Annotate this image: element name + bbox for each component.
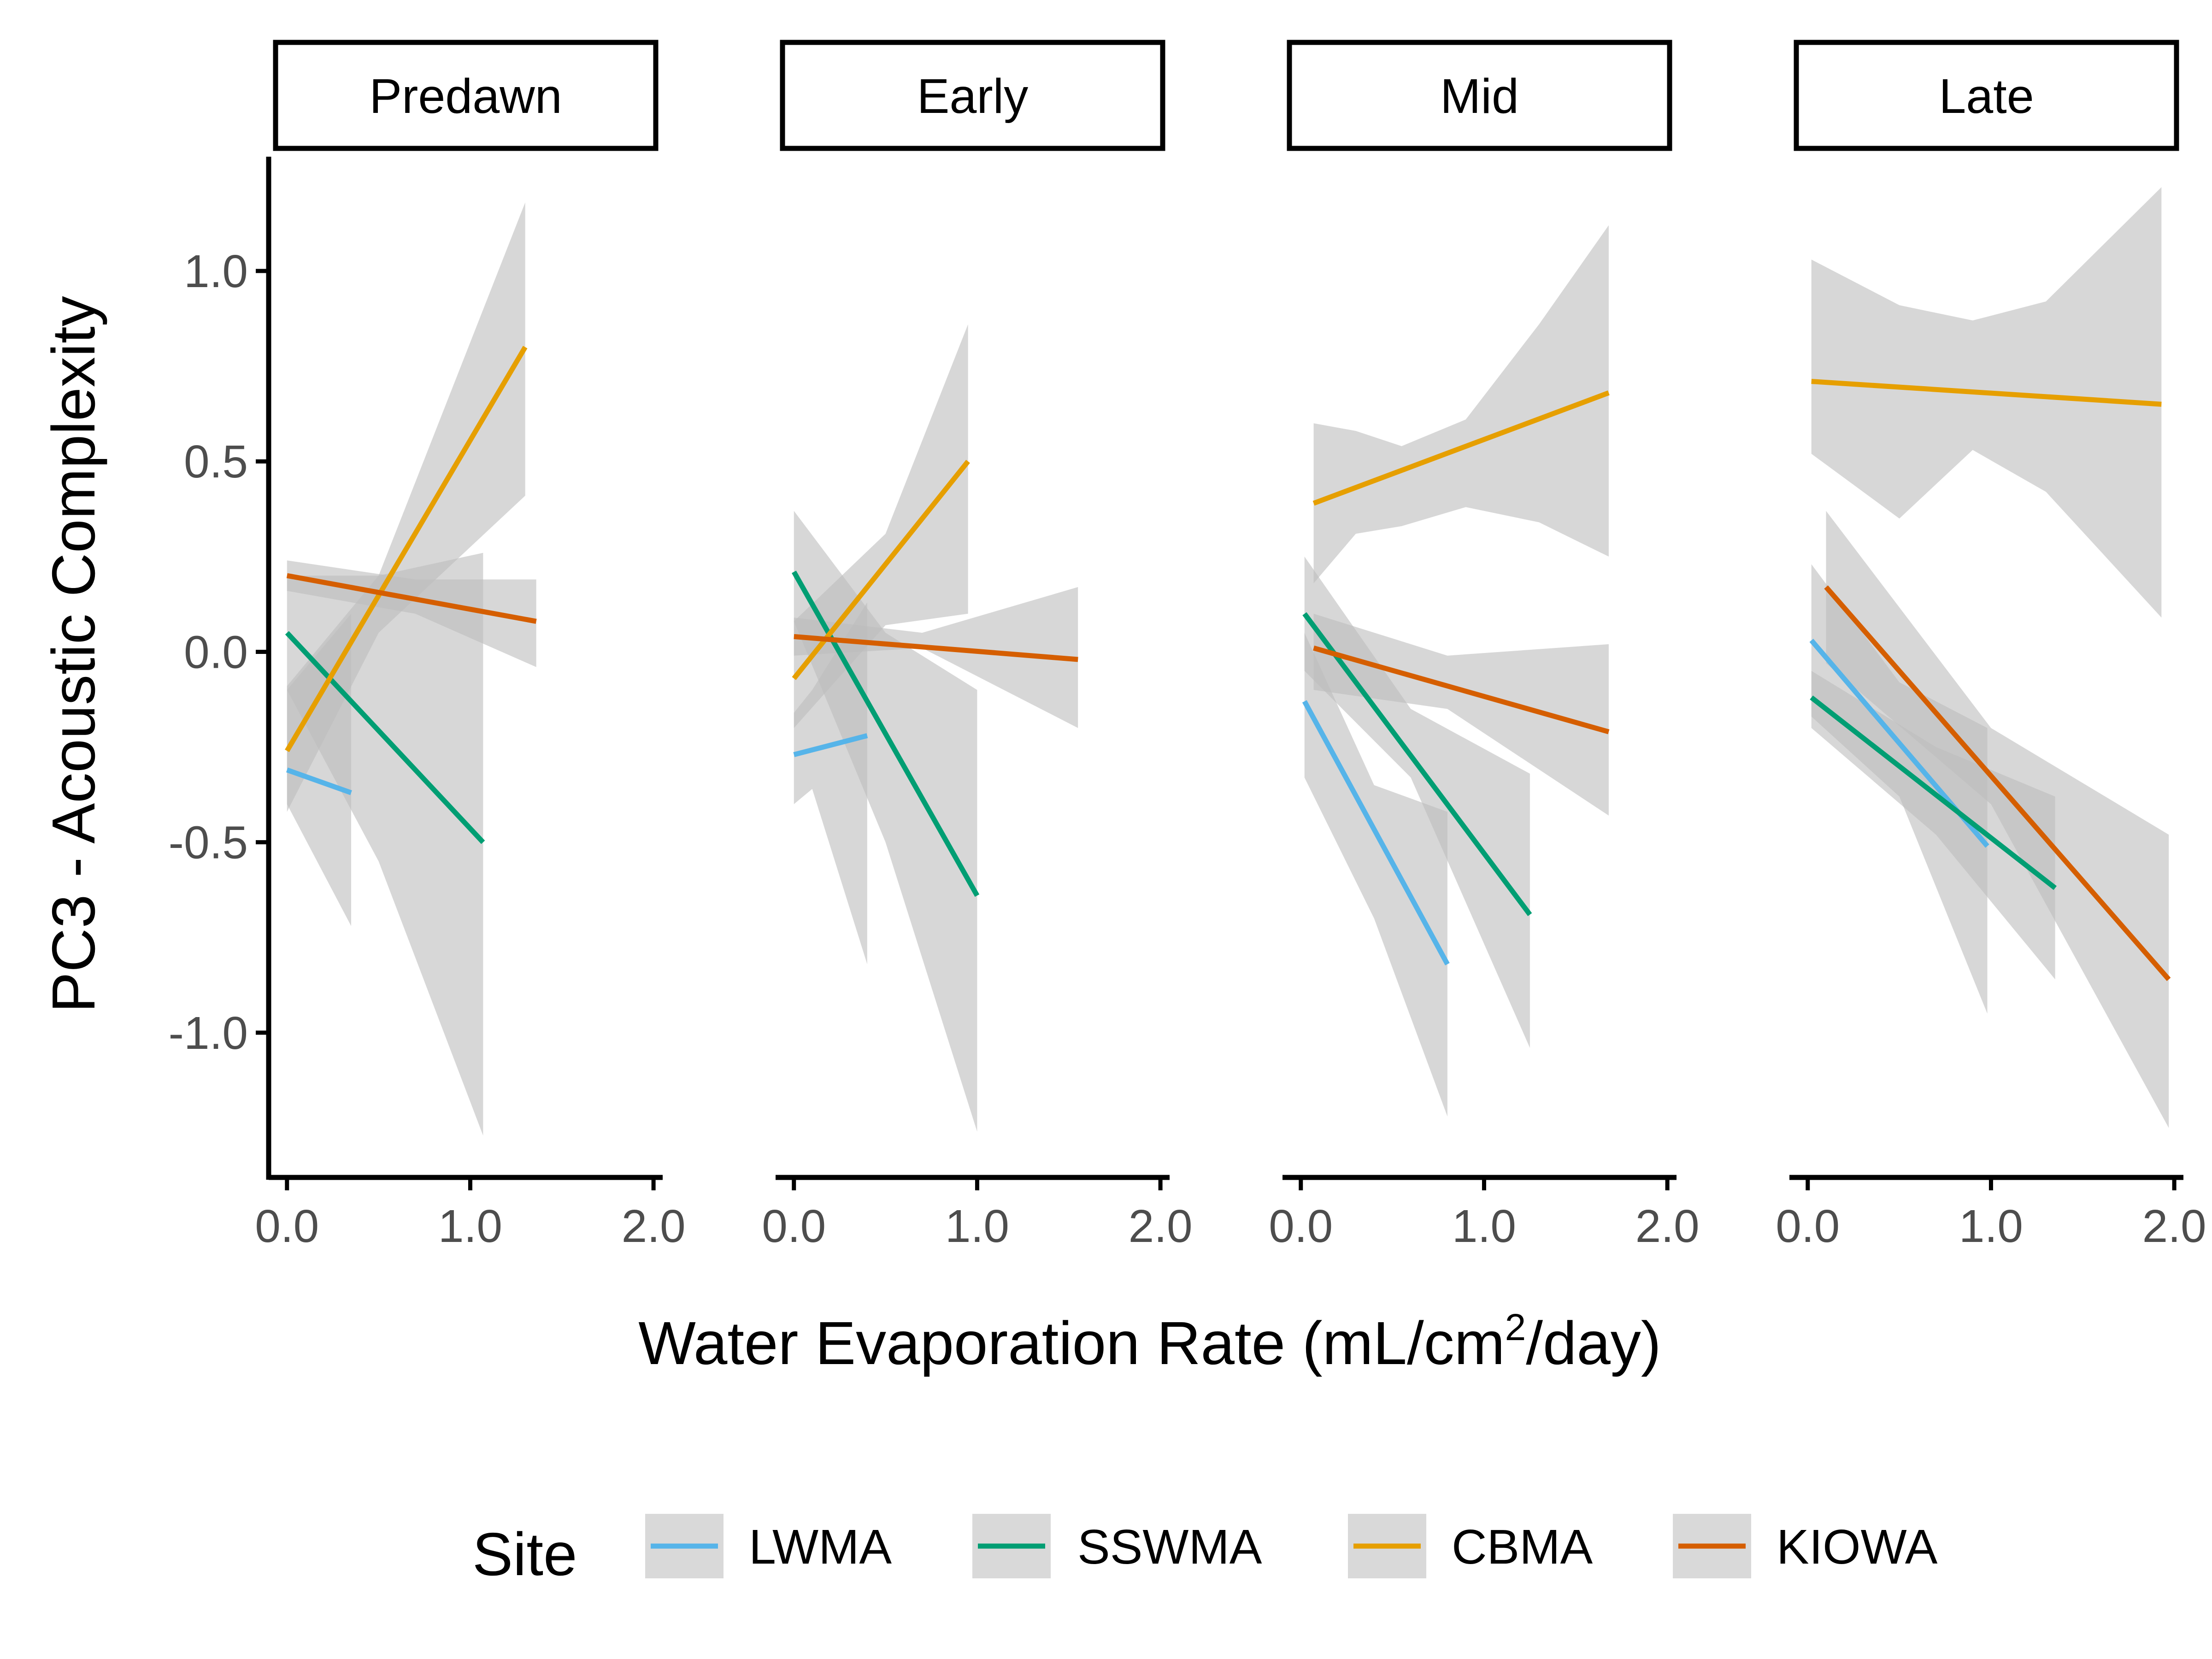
- x-tick-label-early: 0.0: [762, 1200, 826, 1252]
- facet-panels: Predawn 0.0 1.0 2.0 1.0 0.5 0.0 -0.5 -1.0 Early 0.…: [169, 40, 2206, 1252]
- ci-ribbon-predawn-cbma: [287, 202, 525, 812]
- x-tick-label-late: 2.0: [2142, 1200, 2206, 1252]
- trend-line-mid-kiowa: [1313, 645, 1610, 735]
- facet-mid: Mid 0.0 1.0 2.0: [1269, 40, 1700, 1252]
- legend: Site LWMA SSWMA CBMA KIOWA: [472, 1514, 1938, 1588]
- trend-line-predawn-lwma: [286, 767, 352, 795]
- facet-strip-late: [1794, 40, 2179, 151]
- x-tick-label-late: 0.0: [1776, 1200, 1840, 1252]
- x-axis-title-main: Water Evaporation Rate (mL/cm: [638, 1309, 1505, 1377]
- trend-line-early-sswma: [792, 571, 980, 897]
- x-tick-label-predawn: 1.0: [438, 1200, 502, 1252]
- ci-ribbon-mid-lwma: [1304, 633, 1447, 1117]
- x-tick-label-mid: 0.0: [1269, 1200, 1333, 1252]
- legend-item-cbma: CBMA: [1348, 1514, 1593, 1578]
- ci-ribbon-mid-cbma: [1313, 225, 1609, 583]
- x-tick-label-late: 1.0: [1959, 1200, 2023, 1252]
- x-tick-label-mid: 2.0: [1635, 1200, 1700, 1252]
- facet-strip-mid: [1287, 40, 1672, 151]
- trend-line-early-kiowa: [794, 634, 1078, 662]
- trend-line-early-lwma: [793, 733, 868, 757]
- facet-label-early: Early: [917, 69, 1029, 124]
- trend-line-late-cbma: [1811, 379, 2162, 407]
- legend-item-lwma: LWMA: [645, 1514, 892, 1578]
- trend-line-early-cbma: [792, 459, 970, 680]
- facet-label-mid: Mid: [1440, 69, 1519, 124]
- legend-label-kiowa: KIOWA: [1777, 1520, 1938, 1574]
- y-axis-title: PC3 - Acoustic Complexity: [40, 296, 107, 1012]
- legend-label-sswma: SSWMA: [1077, 1520, 1262, 1574]
- trend-line-predawn-sswma: [285, 631, 485, 844]
- facet-strip-early: [780, 40, 1165, 151]
- legend-label-lwma: LWMA: [749, 1520, 892, 1574]
- trend-line-late-sswma: [1810, 695, 2057, 890]
- ci-ribbon-late-cbma: [1811, 187, 2162, 618]
- ci-ribbon-late-kiowa: [1826, 511, 2169, 1128]
- facet-strip-predawn: [273, 40, 659, 151]
- x-tick-label-early: 1.0: [945, 1200, 1009, 1252]
- legend-items: LWMA SSWMA CBMA KIOWA: [645, 1514, 1938, 1578]
- y-tick-label: -1.0: [169, 1007, 248, 1059]
- x-axis-title: Water Evaporation Rate (mL/cm2/day): [638, 1306, 1661, 1377]
- legend-item-sswma: SSWMA: [972, 1514, 1262, 1578]
- x-tick-label-predawn: 2.0: [622, 1200, 686, 1252]
- trend-line-predawn-kiowa: [286, 573, 537, 624]
- legend-label-cbma: CBMA: [1452, 1520, 1593, 1574]
- x-axis-title-tail: /day): [1526, 1309, 1661, 1377]
- trend-line-mid-lwma: [1302, 700, 1450, 965]
- x-tick-label-mid: 1.0: [1452, 1200, 1516, 1252]
- y-tick-label: -0.5: [169, 817, 248, 869]
- facet-label-late: Late: [1939, 69, 2034, 124]
- facet-label-predawn: Predawn: [369, 69, 562, 124]
- ci-ribbon-mid-kiowa: [1313, 613, 1609, 816]
- facet-early: Early 0.0 1.0 2.0: [762, 40, 1193, 1252]
- x-tick-label-predawn: 0.0: [255, 1200, 319, 1252]
- trend-line-mid-cbma: [1312, 390, 1610, 506]
- legend-item-kiowa: KIOWA: [1673, 1514, 1938, 1578]
- y-tick-label: 0.0: [184, 626, 248, 678]
- x-tick-label-early: 2.0: [1129, 1200, 1193, 1252]
- y-tick-label: 1.0: [184, 246, 248, 297]
- legend-title: Site: [472, 1520, 577, 1588]
- ci-ribbon-early-kiowa: [794, 587, 1078, 728]
- facet-predawn: Predawn 0.0 1.0 2.0 1.0 0.5 0.0 -0.5 -1.0: [169, 40, 686, 1252]
- trend-line-mid-sswma: [1302, 612, 1532, 916]
- facet-late: Late 0.0 1.0 2.0: [1776, 40, 2206, 1252]
- trend-line-late-kiowa: [1824, 585, 2171, 981]
- trend-line-predawn-cbma: [285, 346, 528, 753]
- y-tick-label: 0.5: [184, 436, 248, 488]
- x-axis-title-superscript: 2: [1505, 1306, 1526, 1348]
